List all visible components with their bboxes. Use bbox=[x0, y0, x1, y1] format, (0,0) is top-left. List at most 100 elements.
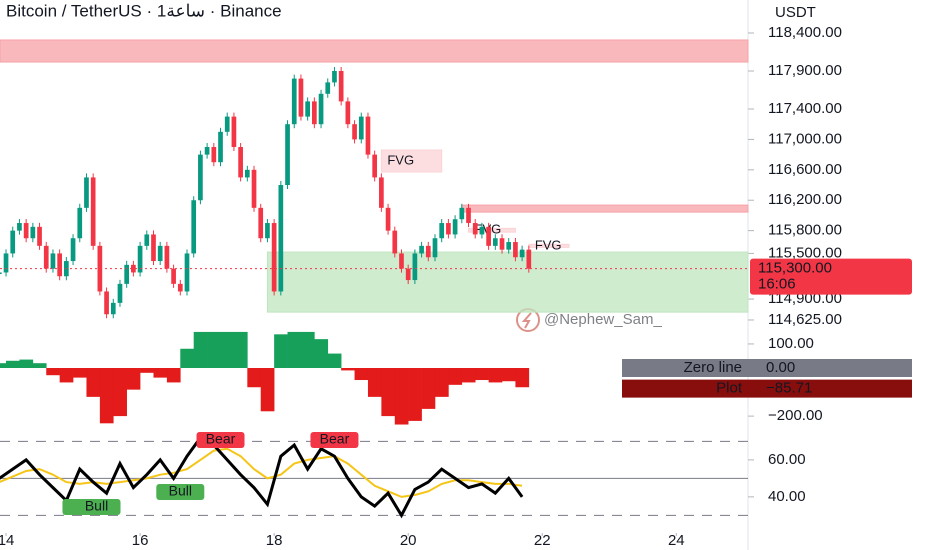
oscillator-line bbox=[0, 435, 524, 519]
signal-label: Bull bbox=[169, 483, 192, 499]
candle bbox=[37, 226, 42, 246]
candle bbox=[104, 291, 109, 315]
histogram-bar bbox=[0, 363, 7, 368]
marker-value: −85.71 bbox=[766, 380, 812, 397]
candle bbox=[385, 207, 391, 231]
watermark-text: @Nephew_Sam_ bbox=[544, 311, 662, 328]
candle bbox=[479, 226, 485, 235]
price-zone bbox=[0, 39, 749, 63]
histogram-bar bbox=[126, 368, 141, 390]
signal-label: Bear bbox=[206, 431, 236, 447]
marker-name: Plot bbox=[716, 380, 743, 397]
signal-tag bbox=[196, 432, 245, 448]
y-tick-label: 117,000.00 bbox=[768, 130, 842, 147]
histogram-bar bbox=[73, 368, 87, 378]
candle bbox=[425, 245, 431, 258]
watermark-bolt bbox=[521, 312, 532, 329]
candle bbox=[30, 226, 36, 239]
price-zone bbox=[266, 251, 749, 313]
histogram-bar bbox=[314, 339, 329, 368]
candle bbox=[439, 223, 445, 239]
candle bbox=[218, 131, 223, 163]
x-tick-label: 16 bbox=[132, 532, 149, 549]
panel: 118,400.00 117,900.00 117,400.00 117,000.00… bbox=[0, 24, 912, 328]
histogram-bar bbox=[233, 331, 248, 368]
candle bbox=[486, 226, 491, 246]
candle bbox=[399, 253, 404, 269]
candle bbox=[238, 147, 243, 178]
candle bbox=[191, 200, 197, 254]
candle bbox=[291, 78, 297, 125]
histogram-bar bbox=[367, 368, 382, 397]
histogram-bar bbox=[354, 368, 369, 381]
oscillator-line bbox=[0, 447, 523, 498]
histogram-bar bbox=[86, 368, 101, 397]
candle bbox=[23, 223, 29, 239]
candle bbox=[84, 177, 89, 208]
histogram-bar bbox=[220, 331, 235, 368]
candle bbox=[358, 116, 364, 140]
candle bbox=[332, 70, 337, 83]
histogram-bar bbox=[434, 368, 449, 397]
histogram-bar bbox=[327, 353, 342, 368]
x-tick-label: 18 bbox=[266, 532, 283, 549]
signal-label: Bull bbox=[85, 498, 108, 514]
histogram-bar bbox=[247, 368, 262, 388]
histogram-bar bbox=[207, 331, 221, 368]
histogram-bar bbox=[300, 331, 315, 368]
candle bbox=[157, 245, 163, 262]
candle bbox=[513, 242, 518, 258]
candle bbox=[379, 177, 384, 208]
candle bbox=[519, 249, 525, 258]
zone-label: FVG bbox=[535, 237, 562, 252]
candle bbox=[325, 82, 331, 94]
candle bbox=[298, 78, 304, 117]
candle bbox=[70, 238, 76, 262]
candle bbox=[90, 177, 96, 246]
histogram-bar bbox=[502, 368, 516, 382]
signal-tag bbox=[310, 432, 359, 448]
price-zone bbox=[380, 149, 443, 173]
candle bbox=[171, 268, 176, 284]
y-tick-label: 115,800.00 bbox=[768, 222, 842, 239]
histogram-bar bbox=[19, 359, 34, 368]
candle bbox=[43, 245, 49, 269]
candle bbox=[224, 116, 230, 132]
histogram-bar bbox=[448, 368, 463, 385]
candle bbox=[17, 223, 22, 231]
y-tick-label: 40.00 bbox=[768, 488, 806, 505]
candle bbox=[392, 230, 398, 254]
candle bbox=[432, 238, 438, 258]
candle bbox=[211, 147, 217, 163]
histogram-bar bbox=[461, 368, 476, 383]
histogram-bar bbox=[180, 348, 195, 368]
candle bbox=[499, 238, 505, 250]
candle bbox=[177, 283, 183, 292]
histogram-bar bbox=[32, 363, 47, 368]
candle bbox=[57, 253, 62, 277]
watermark: @Nephew_Sam_ bbox=[516, 308, 662, 332]
histogram-bar bbox=[341, 368, 355, 371]
histogram-bar bbox=[488, 368, 503, 383]
chart-title: Bitcoin / TetherUS · 1ساعة · Binance bbox=[6, 1, 282, 20]
candle bbox=[278, 185, 284, 292]
marker-name: Zero line bbox=[684, 359, 742, 376]
y-tick-label: 117,900.00 bbox=[768, 62, 842, 79]
panel: 60.0040.00BearBearBullBullBull1416182022… bbox=[0, 431, 806, 549]
candle bbox=[251, 169, 257, 208]
y-tick-label: 100.00 bbox=[768, 335, 814, 352]
histogram-bar bbox=[381, 368, 396, 417]
panel: 100.00 −200.00 Zero line 0.00 Plot −85.71 bbox=[0, 331, 912, 425]
signal-tag bbox=[156, 484, 205, 500]
candle bbox=[97, 245, 103, 292]
candle bbox=[198, 154, 203, 201]
candle bbox=[419, 245, 424, 254]
candle bbox=[0, 272, 2, 274]
histogram-bar bbox=[394, 368, 409, 425]
marker-value: 0.00 bbox=[766, 359, 795, 376]
candle bbox=[137, 245, 143, 273]
y-tick-label: 118,400.00 bbox=[768, 24, 842, 41]
histogram-bar bbox=[99, 368, 114, 424]
candle bbox=[110, 302, 116, 315]
candle bbox=[204, 147, 210, 155]
